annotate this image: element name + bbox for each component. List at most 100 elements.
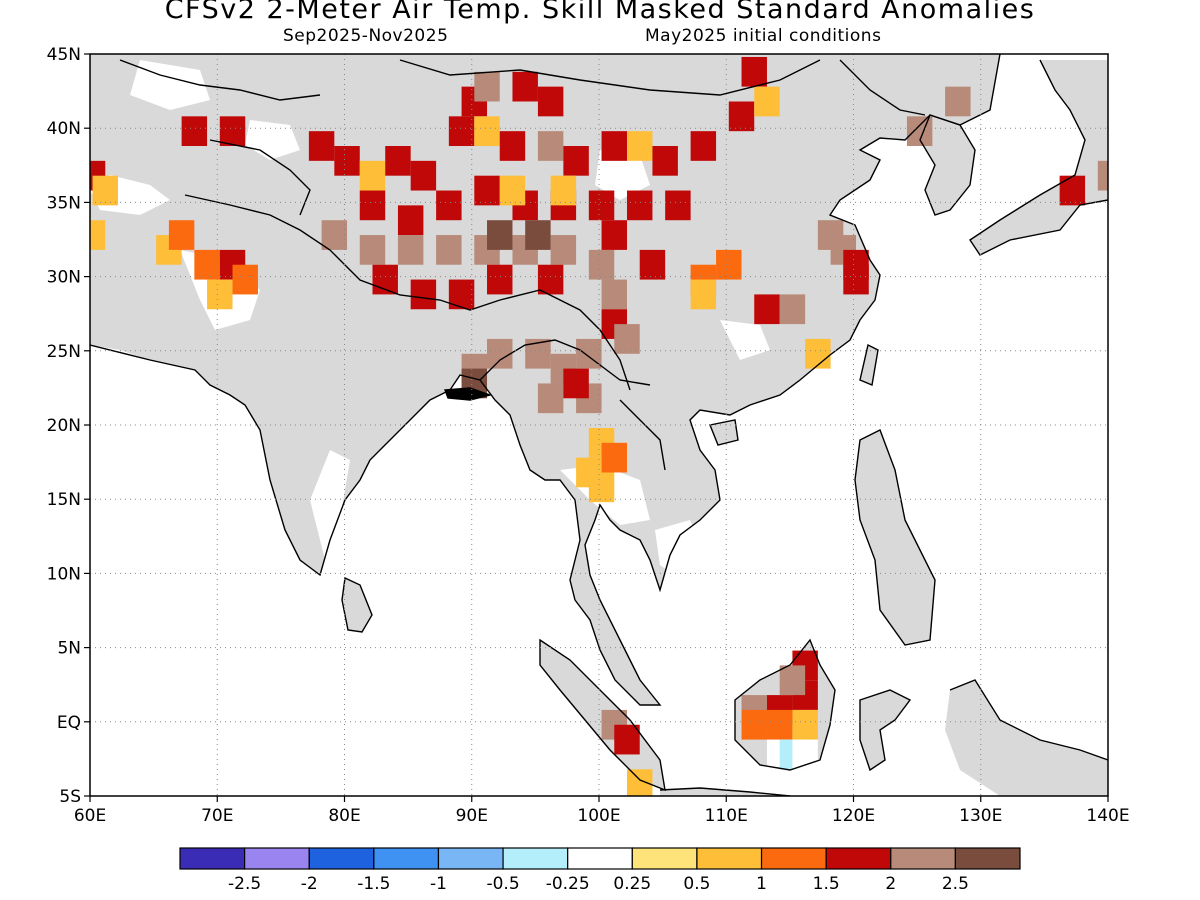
longitude-label: 140E (1086, 806, 1129, 826)
colorbar-label: -2.5 (228, 874, 261, 894)
anomaly-cell (537, 264, 564, 295)
longitude-label: 60E (74, 806, 106, 826)
latitude-label: 20N (47, 416, 81, 436)
anomaly-cell (232, 264, 258, 295)
anomaly-cell (436, 190, 462, 221)
anomaly-cell (626, 190, 653, 221)
anomaly-cell (665, 190, 691, 221)
anomaly-cell (563, 146, 589, 176)
initial-conditions: May2025 initial conditions (645, 26, 882, 46)
colorbar-label: 0.25 (613, 874, 651, 894)
colorbar-swatch (437, 847, 504, 870)
colorbar-swatch (567, 847, 633, 870)
anomaly-cell (588, 249, 615, 280)
anomaly-cell (397, 235, 424, 265)
latitude-label: 35N (47, 193, 81, 213)
map-title: CFSv2 2-Meter Air Temp. Skill Masked Sta… (164, 0, 1036, 25)
anomaly-cell (90, 220, 106, 250)
anomaly-cell (601, 220, 627, 250)
anomaly-cell (219, 116, 246, 147)
korean-peninsula (920, 115, 975, 215)
anomaly-cell (1097, 160, 1108, 191)
forecast-period: Sep2025-Nov2025 (283, 26, 449, 46)
colorbar-label: 0.5 (683, 874, 710, 894)
anomaly-cell (181, 116, 208, 147)
anomaly-cell (779, 665, 806, 696)
anomaly-cell (168, 220, 195, 250)
anomaly-cell (512, 71, 538, 102)
anomaly-cell (537, 86, 564, 117)
anomaly-cell (525, 220, 551, 250)
anomaly-cell (614, 724, 640, 755)
anomaly-cell (410, 160, 437, 191)
graticule (90, 54, 1108, 796)
anomaly-cell (537, 383, 564, 414)
anomaly-cell (448, 116, 475, 147)
latitude-label: 10N (47, 564, 81, 584)
anomaly-cell (601, 279, 627, 310)
anomaly-cell (805, 338, 831, 369)
anomaly-cell (487, 220, 513, 250)
anomaly-cell (754, 294, 780, 325)
colorbar-label: 1.5 (813, 874, 840, 894)
anomaly-cell (334, 146, 360, 176)
longitude-labels: 60E 70E 80E 90E 100E 110E 120E 130E 140E (74, 796, 1130, 826)
anomaly-cell (410, 279, 437, 310)
asia-mainland (90, 54, 1000, 705)
colorbar-label: 2 (885, 874, 896, 894)
anomaly-cell (945, 86, 971, 117)
latitude-labels: 45N 40N 35N 30N 25N 20N 15N 10N 5N EQ 5S (47, 45, 90, 807)
hainan-island (710, 420, 738, 445)
anomaly-cell (92, 175, 118, 206)
colorbar-swatch (244, 847, 310, 870)
anomaly-cell (792, 709, 818, 740)
colorbar-label: -1.5 (357, 874, 390, 894)
longitude-label: 130E (959, 806, 1002, 826)
colorbar-label: 1 (756, 874, 767, 894)
colorbar-label: -0.25 (546, 874, 590, 894)
anomaly-cell (487, 264, 513, 295)
anomaly-cell (474, 175, 500, 206)
longitude-label: 100E (577, 806, 620, 826)
colorbar-swatch (760, 847, 827, 870)
anomaly-cells (90, 56, 1108, 796)
latitude-label: EQ (57, 713, 81, 733)
anomaly-cell (754, 86, 780, 117)
anomaly-cell (487, 338, 513, 369)
anomaly-cell (537, 131, 564, 161)
anomaly-cell (779, 294, 806, 325)
colorbar-swatch (631, 847, 698, 870)
latitude-label: 40N (47, 119, 81, 139)
colorbar-swatch (373, 847, 440, 870)
anomaly-cell (359, 235, 386, 265)
latitude-label: 5N (57, 639, 81, 659)
japan-islands (970, 60, 1108, 255)
colorbar-labels: -2.5 -2 -1.5 -1 -0.5 -0.25 0.25 0.5 1 1.5 2 2.5 (228, 874, 969, 894)
anomaly-cell (766, 709, 793, 740)
anomaly-cell (194, 249, 220, 280)
anomaly-cell (207, 279, 233, 310)
anomaly-cell (385, 146, 411, 176)
anomaly-cell (690, 131, 717, 161)
anomaly-cell (588, 190, 615, 221)
anomaly-cell (690, 279, 717, 310)
anomaly-cell (499, 175, 526, 206)
anomaly-cell (741, 56, 767, 87)
anomaly-cell (843, 264, 869, 295)
colorbar-swatch (502, 847, 569, 870)
latitude-label: 45N (47, 45, 81, 65)
anomaly-cell (906, 116, 933, 147)
sri-lanka-island (342, 578, 372, 632)
anomaly-cell (321, 220, 348, 250)
anomaly-cell (652, 146, 678, 176)
moluccas-islands (945, 680, 1108, 796)
anomaly-cell (588, 472, 615, 503)
anomaly-cell (474, 116, 500, 147)
anomaly-cell (728, 101, 755, 132)
colorbar-label: -1 (430, 874, 447, 894)
colorbar-swatch (696, 847, 763, 870)
colorbar-label: -2 (301, 874, 318, 894)
anomaly-cell (741, 709, 767, 740)
anomaly-cell (308, 131, 335, 161)
